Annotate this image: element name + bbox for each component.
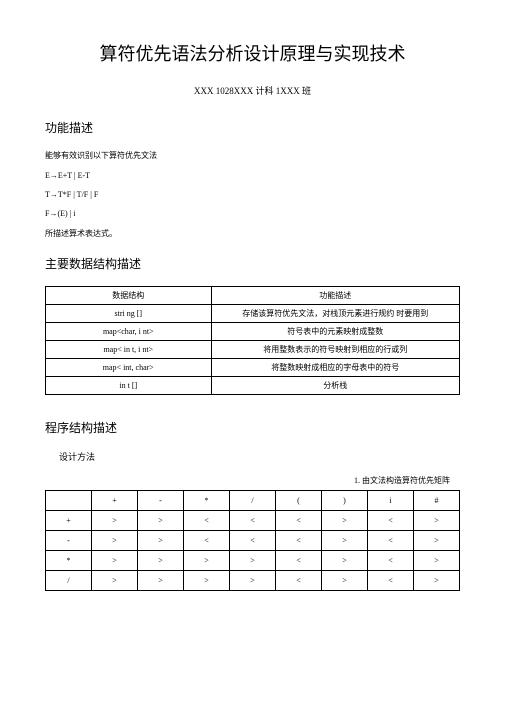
table-row: map< int, char> 将整数映射成相应的字母表中的符号 bbox=[46, 359, 460, 377]
matrix-cell: < bbox=[276, 531, 322, 551]
matrix-cell: + bbox=[92, 491, 138, 511]
table-header-cell: 功能描述 bbox=[211, 287, 459, 305]
matrix-cell: > bbox=[92, 511, 138, 531]
table-row: * > > > > < > < > bbox=[46, 551, 460, 571]
subheading-design: 设计方法 bbox=[59, 450, 460, 463]
table-cell: in t [] bbox=[46, 377, 212, 395]
section-heading-func: 功能描述 bbox=[45, 119, 460, 136]
data-structure-table: 数据结构 功能描述 stri ng [] 存储该算符优先文法，对栈顶元素进行规约… bbox=[45, 286, 460, 395]
matrix-cell: > bbox=[414, 571, 460, 591]
table-cell: 存储该算符优先文法，对栈顶元素进行规约 时要用到 bbox=[211, 305, 459, 323]
table-row: map<char, i nt> 符号表中的元素映射成整数 bbox=[46, 323, 460, 341]
precedence-matrix-table: + - * / ( ) i # + > > < < < > < > - > > … bbox=[45, 490, 460, 591]
section-heading-prog: 程序结构描述 bbox=[45, 419, 460, 436]
matrix-cell: # bbox=[414, 491, 460, 511]
matrix-cell: < bbox=[276, 551, 322, 571]
matrix-cell: > bbox=[184, 571, 230, 591]
table-row: - > > < < < > < > bbox=[46, 531, 460, 551]
matrix-cell: > bbox=[322, 551, 368, 571]
matrix-cell: > bbox=[92, 551, 138, 571]
matrix-cell: < bbox=[368, 511, 414, 531]
table-row: + - * / ( ) i # bbox=[46, 491, 460, 511]
matrix-cell: > bbox=[92, 571, 138, 591]
document-page: 算符优先语法分析设计原理与实现技术 XXX 1028XXX 计科 1XXX 班 … bbox=[0, 0, 505, 714]
table-row: stri ng [] 存储该算符优先文法，对栈顶元素进行规约 时要用到 bbox=[46, 305, 460, 323]
matrix-cell: > bbox=[230, 551, 276, 571]
section-heading-data: 主要数据结构描述 bbox=[45, 255, 460, 272]
table-cell: 符号表中的元素映射成整数 bbox=[211, 323, 459, 341]
matrix-cell: - bbox=[138, 491, 184, 511]
matrix-cell bbox=[46, 491, 92, 511]
matrix-cell: < bbox=[230, 511, 276, 531]
func-intro: 能够有效识别以下算符优先文法 bbox=[45, 150, 460, 161]
matrix-cell: / bbox=[46, 571, 92, 591]
matrix-cell: > bbox=[414, 551, 460, 571]
matrix-cell: > bbox=[92, 531, 138, 551]
matrix-cell: > bbox=[322, 531, 368, 551]
matrix-cell: < bbox=[184, 511, 230, 531]
table-cell: 分析栈 bbox=[211, 377, 459, 395]
matrix-cell: > bbox=[414, 511, 460, 531]
table-row: map< in t, i nt> 将用整数表示的符号映射到相应的行或列 bbox=[46, 341, 460, 359]
table-cell: stri ng [] bbox=[46, 305, 212, 323]
matrix-cell: > bbox=[138, 531, 184, 551]
matrix-cell: > bbox=[138, 511, 184, 531]
table-cell: map< int, char> bbox=[46, 359, 212, 377]
matrix-cell: > bbox=[230, 571, 276, 591]
matrix-cell: < bbox=[276, 511, 322, 531]
grammar-line-0: E→E+T | E-T bbox=[45, 171, 460, 180]
matrix-cell: < bbox=[230, 531, 276, 551]
matrix-cell: - bbox=[46, 531, 92, 551]
matrix-cell: > bbox=[322, 511, 368, 531]
matrix-cell: ( bbox=[276, 491, 322, 511]
matrix-cell: > bbox=[414, 531, 460, 551]
matrix-cell: i bbox=[368, 491, 414, 511]
table-cell: map<char, i nt> bbox=[46, 323, 212, 341]
matrix-cell: > bbox=[322, 571, 368, 591]
matrix-cell: < bbox=[184, 531, 230, 551]
table-row: + > > < < < > < > bbox=[46, 511, 460, 531]
table-cell: 将用整数表示的符号映射到相应的行或列 bbox=[211, 341, 459, 359]
matrix-cell: < bbox=[276, 571, 322, 591]
func-outro: 所描述算术表达式。 bbox=[45, 228, 460, 239]
table-header-cell: 数据结构 bbox=[46, 287, 212, 305]
table-cell: 将整数映射成相应的字母表中的符号 bbox=[211, 359, 459, 377]
matrix-cell: / bbox=[230, 491, 276, 511]
matrix-label: 1. 由文法构造算符优先矩阵 bbox=[45, 475, 450, 486]
grammar-line-2: F→(E) | i bbox=[45, 209, 460, 218]
grammar-line-1: T→T*F | T/F | F bbox=[45, 190, 460, 199]
matrix-cell: * bbox=[184, 491, 230, 511]
table-row: in t [] 分析栈 bbox=[46, 377, 460, 395]
matrix-cell: < bbox=[368, 531, 414, 551]
document-subtitle: XXX 1028XXX 计科 1XXX 班 bbox=[45, 84, 460, 97]
matrix-cell: > bbox=[138, 571, 184, 591]
matrix-cell: + bbox=[46, 511, 92, 531]
matrix-cell: > bbox=[184, 551, 230, 571]
document-title: 算符优先语法分析设计原理与实现技术 bbox=[45, 40, 460, 66]
matrix-cell: < bbox=[368, 551, 414, 571]
matrix-cell: * bbox=[46, 551, 92, 571]
table-row: / > > > > < > < > bbox=[46, 571, 460, 591]
table-cell: map< in t, i nt> bbox=[46, 341, 212, 359]
matrix-cell: ) bbox=[322, 491, 368, 511]
matrix-cell: > bbox=[138, 551, 184, 571]
table-row: 数据结构 功能描述 bbox=[46, 287, 460, 305]
matrix-cell: < bbox=[368, 571, 414, 591]
